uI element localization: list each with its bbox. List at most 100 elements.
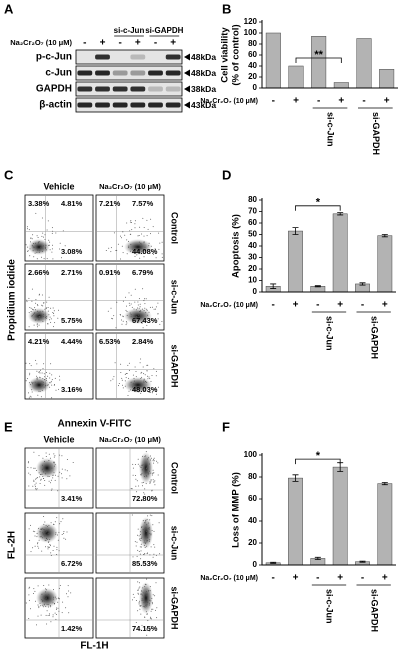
event-dot	[155, 308, 156, 310]
lane-label: +	[293, 573, 299, 584]
bar	[377, 235, 393, 293]
quadrant-value: 7.57%	[132, 199, 154, 208]
event-dot	[115, 250, 117, 251]
plot-frame	[95, 194, 165, 262]
event-dot	[59, 242, 61, 244]
event-dot	[134, 387, 136, 389]
event-dot	[51, 248, 53, 250]
event-dot	[133, 315, 135, 317]
event-dot	[28, 312, 30, 314]
event-dot	[48, 604, 50, 606]
group-label: si-c-Jun	[325, 316, 335, 351]
event-dot	[134, 301, 136, 303]
event-dot	[122, 315, 124, 317]
event-dot	[144, 476, 145, 477]
event-dot	[45, 534, 47, 536]
bar	[377, 483, 393, 566]
event-dot	[134, 223, 136, 225]
event-dot	[139, 242, 141, 244]
event-dot	[157, 462, 159, 464]
event-dot	[38, 390, 40, 392]
event-dot	[37, 615, 39, 617]
event-dot	[113, 232, 115, 234]
event-dot	[135, 316, 137, 318]
event-dot	[132, 386, 134, 388]
event-dot	[65, 607, 67, 609]
event-dot	[67, 585, 69, 587]
event-dot	[146, 614, 148, 615]
event-dot	[50, 522, 52, 524]
event-dot	[61, 477, 63, 479]
row-label: Control	[170, 462, 180, 494]
event-dot	[128, 377, 130, 379]
event-dot	[37, 248, 38, 250]
event-dot	[147, 536, 149, 538]
event-dot	[147, 375, 148, 377]
quadrant-value: 4.44%	[61, 337, 83, 346]
event-dot	[140, 386, 142, 388]
quadrant-value: 0.91%	[99, 268, 121, 277]
event-dot	[126, 373, 128, 374]
density-blob	[124, 308, 152, 324]
event-dot	[41, 550, 43, 552]
event-dot	[56, 554, 58, 555]
event-dot	[112, 378, 114, 380]
event-dot	[146, 324, 148, 326]
event-dot	[28, 297, 30, 299]
event-dot	[41, 537, 43, 539]
error-bar	[292, 227, 299, 235]
y-tick-label: 40	[248, 516, 257, 525]
event-dot	[143, 300, 145, 302]
event-dot	[140, 605, 142, 607]
event-dot	[153, 472, 155, 474]
event-dot	[30, 551, 32, 553]
event-dot	[143, 227, 145, 228]
event-dot	[49, 249, 51, 251]
event-dot	[28, 528, 30, 530]
event-dot	[41, 304, 43, 306]
event-dot	[132, 474, 134, 476]
event-dot	[144, 246, 146, 248]
event-dot	[141, 474, 142, 476]
event-dot	[45, 597, 47, 599]
event-dot	[142, 520, 144, 522]
y-tick-label: 60	[248, 218, 257, 227]
significance-bracket	[295, 57, 342, 63]
event-dot	[150, 459, 151, 461]
event-dot	[146, 540, 148, 542]
event-dot	[48, 469, 50, 471]
column-header: Na₂Cr₂O₇ (10 μM)	[99, 435, 161, 444]
event-dot	[27, 466, 29, 468]
event-dot	[53, 456, 55, 458]
event-dot	[34, 486, 36, 488]
event-dot	[48, 314, 50, 316]
event-dot	[38, 455, 40, 457]
event-dot	[47, 323, 49, 325]
bar	[332, 466, 348, 566]
event-dot	[153, 530, 155, 532]
event-dot	[46, 525, 48, 527]
event-dot	[128, 240, 129, 242]
event-dot	[29, 248, 31, 250]
event-dot	[136, 541, 138, 543]
event-dot	[147, 471, 149, 473]
event-dot	[146, 235, 148, 237]
event-dot	[44, 484, 46, 486]
event-dot	[148, 540, 150, 542]
event-dot	[138, 235, 140, 236]
event-dot	[144, 540, 146, 542]
event-dot	[129, 221, 131, 223]
event-dot	[125, 377, 127, 379]
event-dot	[152, 392, 153, 394]
bar	[288, 230, 303, 293]
event-dot	[143, 605, 145, 607]
event-dot	[146, 604, 148, 606]
event-dot	[53, 545, 55, 547]
event-dot	[150, 546, 152, 548]
event-dot	[136, 254, 138, 256]
y-axis-label: Cell viability	[220, 27, 231, 83]
event-dot	[143, 378, 145, 380]
event-dot	[145, 475, 147, 477]
event-dot	[59, 585, 61, 586]
event-dot	[141, 526, 143, 528]
